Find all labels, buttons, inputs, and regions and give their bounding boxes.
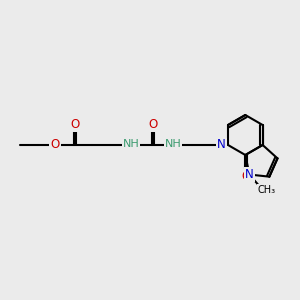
Text: O: O xyxy=(50,139,60,152)
Text: NH: NH xyxy=(165,139,182,149)
Text: O: O xyxy=(70,118,80,131)
Text: CH₃: CH₃ xyxy=(257,184,275,195)
Text: O: O xyxy=(148,118,158,131)
Text: N: N xyxy=(245,168,254,181)
Text: N: N xyxy=(217,139,226,152)
Text: NH: NH xyxy=(123,139,140,149)
Text: O: O xyxy=(242,169,251,182)
